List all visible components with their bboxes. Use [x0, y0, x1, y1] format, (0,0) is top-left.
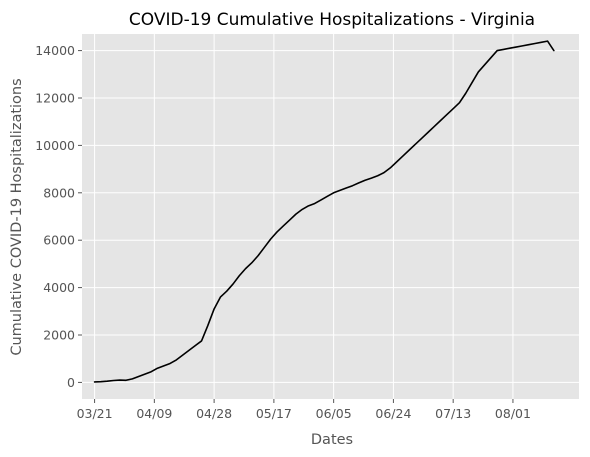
y-tick-label: 6000: [43, 233, 75, 248]
grid: [82, 34, 579, 399]
x-tick-label: 08/01: [495, 406, 531, 421]
y-axis-label: Cumulative COVID-19 Hospitalizations: [9, 78, 25, 355]
series-line: [93, 40, 555, 383]
x-tick-label: 05/17: [256, 406, 292, 421]
y-tick-label: 14000: [35, 43, 75, 58]
plot-area-background: [82, 34, 579, 399]
y-tick-label: 12000: [35, 90, 75, 105]
y-tick-label: 0: [67, 375, 75, 390]
y-tick-label: 8000: [43, 185, 75, 200]
y-tick-label: 10000: [35, 138, 75, 153]
series-layer: [93, 40, 555, 383]
chart-title: COVID-19 Cumulative Hospitalizations - V…: [129, 10, 535, 30]
x-tick-label: 04/09: [136, 406, 172, 421]
x-axis-label: Dates: [311, 432, 353, 448]
x-tick-label: 07/13: [435, 406, 471, 421]
x-axis-ticks: 03/21 04/09 04/28 05/17 06/05 06/24 07/13 08/01: [77, 399, 531, 421]
x-tick-label: 03/21: [77, 406, 113, 421]
y-tick-label: 4000: [43, 280, 75, 295]
x-tick-label: 06/24: [375, 406, 411, 421]
x-tick-label: 04/28: [196, 406, 232, 421]
y-tick-label: 2000: [43, 328, 75, 343]
x-tick-label: 06/05: [316, 406, 352, 421]
y-axis-ticks: 0 2000 4000 6000 8000 10000 12000 14000: [35, 43, 82, 390]
